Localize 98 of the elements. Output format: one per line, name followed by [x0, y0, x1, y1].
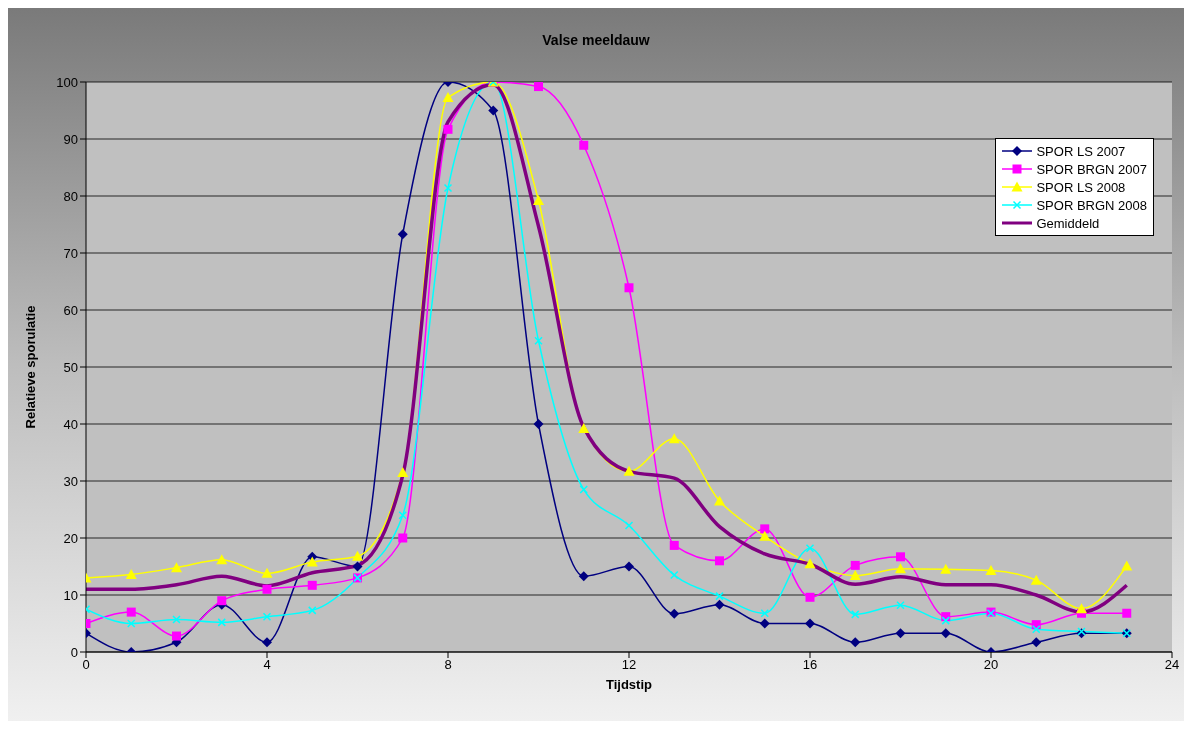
point [1032, 624, 1041, 634]
legend-label: SPOR LS 2008 [1036, 179, 1126, 195]
x-tick-label: 24 [1164, 657, 1180, 673]
point [714, 495, 725, 506]
point [1121, 560, 1133, 571]
point [306, 556, 318, 567]
point [669, 540, 679, 550]
point [670, 570, 679, 580]
point [578, 571, 589, 582]
point [669, 608, 680, 619]
point [760, 524, 770, 534]
point [125, 568, 137, 579]
point [217, 596, 227, 606]
x-tick-label: 4 [263, 657, 271, 673]
point [985, 564, 997, 575]
point [896, 552, 905, 562]
point [1122, 608, 1132, 618]
point [534, 336, 543, 346]
point [759, 530, 771, 541]
y-tick-label: 80 [63, 188, 78, 204]
point [262, 584, 272, 594]
point [398, 510, 407, 520]
point [442, 91, 454, 102]
point [172, 615, 181, 624]
point [397, 229, 408, 240]
x-tick-label: 20 [983, 657, 999, 673]
point [578, 423, 590, 434]
point [488, 105, 499, 116]
y-tick-label: 30 [63, 473, 78, 489]
point [172, 631, 181, 641]
point [624, 521, 634, 530]
point [940, 628, 951, 639]
point [849, 570, 861, 581]
point [308, 606, 317, 615]
point [623, 465, 635, 476]
point [941, 616, 950, 625]
point [398, 533, 408, 543]
point [851, 610, 860, 619]
point [171, 562, 182, 573]
y-tick-label: 40 [63, 416, 78, 432]
point [1031, 637, 1042, 648]
point [895, 628, 906, 639]
point [805, 544, 815, 553]
y-tick-label: 60 [63, 302, 78, 318]
y-tick-label: 100 [56, 74, 78, 90]
y-tick-label: 20 [63, 530, 78, 546]
y-tick-label: 50 [63, 359, 78, 375]
y-tick-label: 70 [63, 245, 78, 261]
point [217, 618, 226, 627]
x-tick-label: 16 [802, 657, 818, 673]
point [533, 419, 544, 429]
point [443, 124, 453, 134]
legend-label: SPOR LS 2007 [1036, 143, 1126, 159]
point [850, 560, 860, 570]
point [714, 599, 725, 610]
point [668, 433, 680, 444]
point [715, 591, 724, 601]
y-tick-label: 10 [63, 587, 78, 603]
point [261, 567, 273, 578]
point [126, 607, 136, 617]
point [1076, 603, 1087, 614]
point [534, 82, 543, 92]
point [624, 561, 634, 572]
point [805, 592, 815, 602]
x-axis-title: Tijdstip [606, 677, 653, 692]
point [715, 556, 724, 566]
legend-label: SPOR BRGN 2008 [1036, 197, 1147, 213]
point [850, 637, 861, 648]
legend-label: Gemiddeld [1036, 215, 1100, 231]
point [352, 561, 363, 572]
point [579, 140, 589, 150]
point [760, 608, 769, 618]
legend-label: SPOR BRGN 2007 [1036, 161, 1147, 177]
point [443, 183, 453, 193]
point [895, 563, 906, 574]
point [127, 619, 136, 628]
point [759, 618, 770, 629]
y-tick-label: 0 [70, 644, 78, 660]
point [940, 563, 952, 574]
chart-title: Valse meeldauw [541, 31, 651, 50]
point [533, 195, 544, 206]
x-tick-label: 8 [444, 657, 452, 673]
point [1030, 574, 1042, 585]
point [307, 580, 317, 590]
y-axis-title: Relatieve sporulatie [22, 305, 38, 429]
point [262, 612, 272, 621]
x-tick-label: 12 [621, 657, 637, 673]
point [216, 554, 228, 565]
y-tick-label: 90 [63, 131, 78, 147]
point [352, 550, 363, 561]
point [624, 283, 634, 293]
point [262, 637, 272, 648]
point [397, 466, 409, 477]
point [804, 558, 816, 569]
point [805, 618, 815, 629]
point [579, 485, 588, 494]
point [896, 601, 905, 610]
x-tick-label: 0 [82, 657, 90, 673]
